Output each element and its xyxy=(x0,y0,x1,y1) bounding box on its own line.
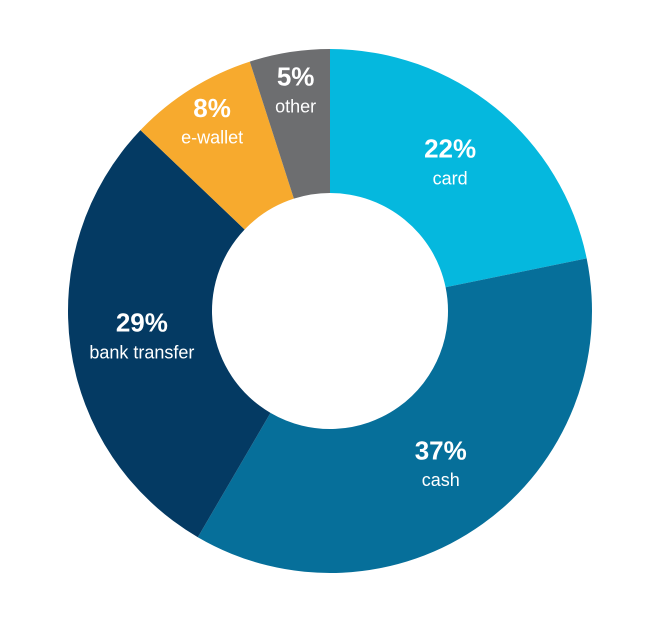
donut-slice xyxy=(249,49,330,199)
donut-slice xyxy=(140,61,294,230)
slice-name-label: card xyxy=(433,169,468,189)
slice-value-label: 5% xyxy=(277,62,315,92)
slice-value-label: 8% xyxy=(193,93,231,123)
slice-name-label: cash xyxy=(422,470,460,490)
slice-value-label: 37% xyxy=(415,435,467,465)
slice-name-label: bank transfer xyxy=(89,342,194,362)
slice-value-label: 29% xyxy=(116,307,168,337)
donut-slice xyxy=(68,130,271,538)
slice-value-label: 22% xyxy=(424,134,476,164)
slice-name-label: e-wallet xyxy=(181,128,243,148)
slice-name-label: other xyxy=(275,96,316,116)
donut-slice xyxy=(330,49,587,288)
donut-slice xyxy=(197,258,592,573)
